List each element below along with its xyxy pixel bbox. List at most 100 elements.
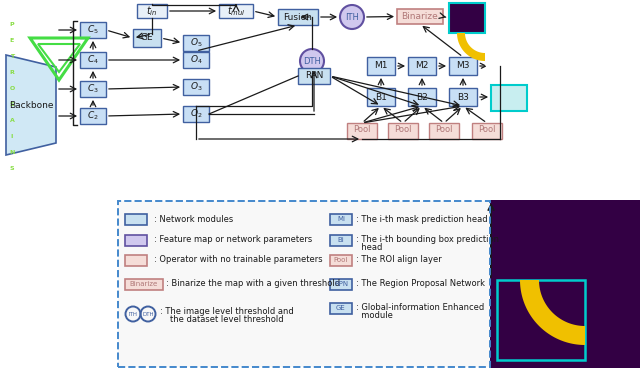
FancyBboxPatch shape [330, 279, 352, 290]
FancyBboxPatch shape [183, 35, 209, 51]
FancyBboxPatch shape [125, 255, 147, 266]
Text: Backbone: Backbone [9, 100, 53, 110]
Text: : Global-information Enhanced: : Global-information Enhanced [356, 302, 484, 311]
Text: : Network modules: : Network modules [154, 215, 233, 223]
FancyBboxPatch shape [472, 123, 502, 139]
Text: B2: B2 [416, 92, 428, 102]
FancyBboxPatch shape [278, 9, 318, 25]
FancyBboxPatch shape [80, 52, 106, 68]
Text: ITH: ITH [345, 13, 359, 21]
Text: : The i-th bounding box prediction: : The i-th bounding box prediction [356, 234, 499, 244]
Text: module: module [356, 311, 393, 319]
Text: $C_5$: $C_5$ [87, 24, 99, 36]
Text: $C_3$: $C_3$ [87, 83, 99, 95]
Circle shape [300, 49, 324, 73]
Text: $C_2$: $C_2$ [87, 110, 99, 122]
Text: Pool: Pool [394, 125, 412, 134]
FancyBboxPatch shape [133, 29, 161, 47]
FancyBboxPatch shape [367, 57, 395, 75]
Text: $t_{in}$: $t_{in}$ [146, 4, 158, 18]
FancyBboxPatch shape [397, 9, 443, 24]
Text: $O_3$: $O_3$ [189, 81, 202, 93]
Polygon shape [457, 33, 485, 61]
Text: N: N [10, 151, 15, 156]
FancyBboxPatch shape [183, 106, 209, 122]
Text: Fusion: Fusion [284, 13, 312, 21]
FancyBboxPatch shape [491, 85, 527, 111]
FancyBboxPatch shape [408, 57, 436, 75]
Text: $C_4$: $C_4$ [87, 54, 99, 66]
Text: M1: M1 [374, 61, 388, 71]
Text: O: O [10, 86, 15, 92]
Text: : The i-th mask prediction head: : The i-th mask prediction head [356, 215, 488, 223]
Text: : Binarize the map with a given threshold: : Binarize the map with a given threshol… [166, 280, 340, 289]
Text: GE: GE [336, 305, 346, 311]
Text: S: S [10, 103, 14, 107]
Text: GE: GE [141, 33, 154, 42]
Text: head: head [356, 243, 382, 251]
FancyBboxPatch shape [449, 57, 477, 75]
Text: Pool: Pool [435, 125, 452, 134]
FancyBboxPatch shape [125, 279, 163, 290]
Text: M2: M2 [415, 61, 429, 71]
FancyBboxPatch shape [80, 108, 106, 124]
FancyBboxPatch shape [497, 280, 585, 360]
FancyBboxPatch shape [125, 235, 147, 246]
Text: $O_5$: $O_5$ [189, 37, 202, 49]
FancyBboxPatch shape [137, 4, 167, 18]
Text: $t_{mul}$: $t_{mul}$ [227, 4, 245, 18]
Circle shape [340, 5, 364, 29]
Text: $O_4$: $O_4$ [189, 54, 202, 66]
Text: RPN: RPN [305, 71, 323, 81]
Text: : The ROI align layer: : The ROI align layer [356, 255, 442, 265]
FancyBboxPatch shape [330, 255, 352, 266]
Text: Binarize: Binarize [130, 281, 158, 287]
FancyBboxPatch shape [388, 123, 418, 139]
Text: ITH: ITH [129, 311, 138, 316]
FancyBboxPatch shape [449, 3, 485, 33]
Text: T: T [10, 54, 14, 60]
FancyBboxPatch shape [118, 201, 490, 367]
Text: Pool: Pool [478, 125, 496, 134]
Text: : Operator with no trainable parameters: : Operator with no trainable parameters [154, 255, 323, 265]
Polygon shape [520, 280, 585, 345]
Text: RPN: RPN [334, 281, 348, 287]
FancyBboxPatch shape [298, 68, 330, 84]
FancyBboxPatch shape [219, 4, 253, 18]
Text: B3: B3 [457, 92, 469, 102]
Text: : The image level threshold and: : The image level threshold and [160, 307, 294, 315]
Text: the dataset level threshold: the dataset level threshold [170, 315, 284, 323]
FancyBboxPatch shape [80, 81, 106, 97]
FancyBboxPatch shape [125, 214, 147, 225]
FancyBboxPatch shape [0, 0, 640, 200]
Text: E: E [10, 39, 14, 43]
FancyBboxPatch shape [347, 123, 377, 139]
Text: Pool: Pool [353, 125, 371, 134]
Text: Mi: Mi [337, 216, 345, 222]
FancyBboxPatch shape [183, 52, 209, 68]
FancyBboxPatch shape [183, 79, 209, 95]
FancyBboxPatch shape [330, 214, 352, 225]
Text: Binarize: Binarize [402, 12, 438, 21]
Text: I: I [11, 134, 13, 139]
FancyBboxPatch shape [80, 22, 106, 38]
Text: : Feature map or network parameters: : Feature map or network parameters [154, 236, 312, 244]
Text: M3: M3 [456, 61, 470, 71]
FancyBboxPatch shape [330, 235, 352, 246]
FancyBboxPatch shape [429, 123, 459, 139]
Text: Bi: Bi [338, 237, 344, 243]
Text: S: S [10, 166, 14, 171]
FancyBboxPatch shape [449, 88, 477, 106]
FancyBboxPatch shape [408, 88, 436, 106]
Text: DTH: DTH [142, 311, 154, 316]
Text: Pool: Pool [334, 257, 348, 263]
FancyBboxPatch shape [490, 200, 640, 368]
FancyBboxPatch shape [330, 303, 352, 314]
Text: $O_2$: $O_2$ [189, 108, 202, 120]
Text: : The Region Proposal Network: : The Region Proposal Network [356, 280, 485, 289]
Text: P: P [10, 22, 14, 28]
FancyBboxPatch shape [0, 0, 118, 200]
FancyBboxPatch shape [367, 88, 395, 106]
Text: DTH: DTH [303, 57, 321, 66]
Polygon shape [6, 55, 56, 155]
